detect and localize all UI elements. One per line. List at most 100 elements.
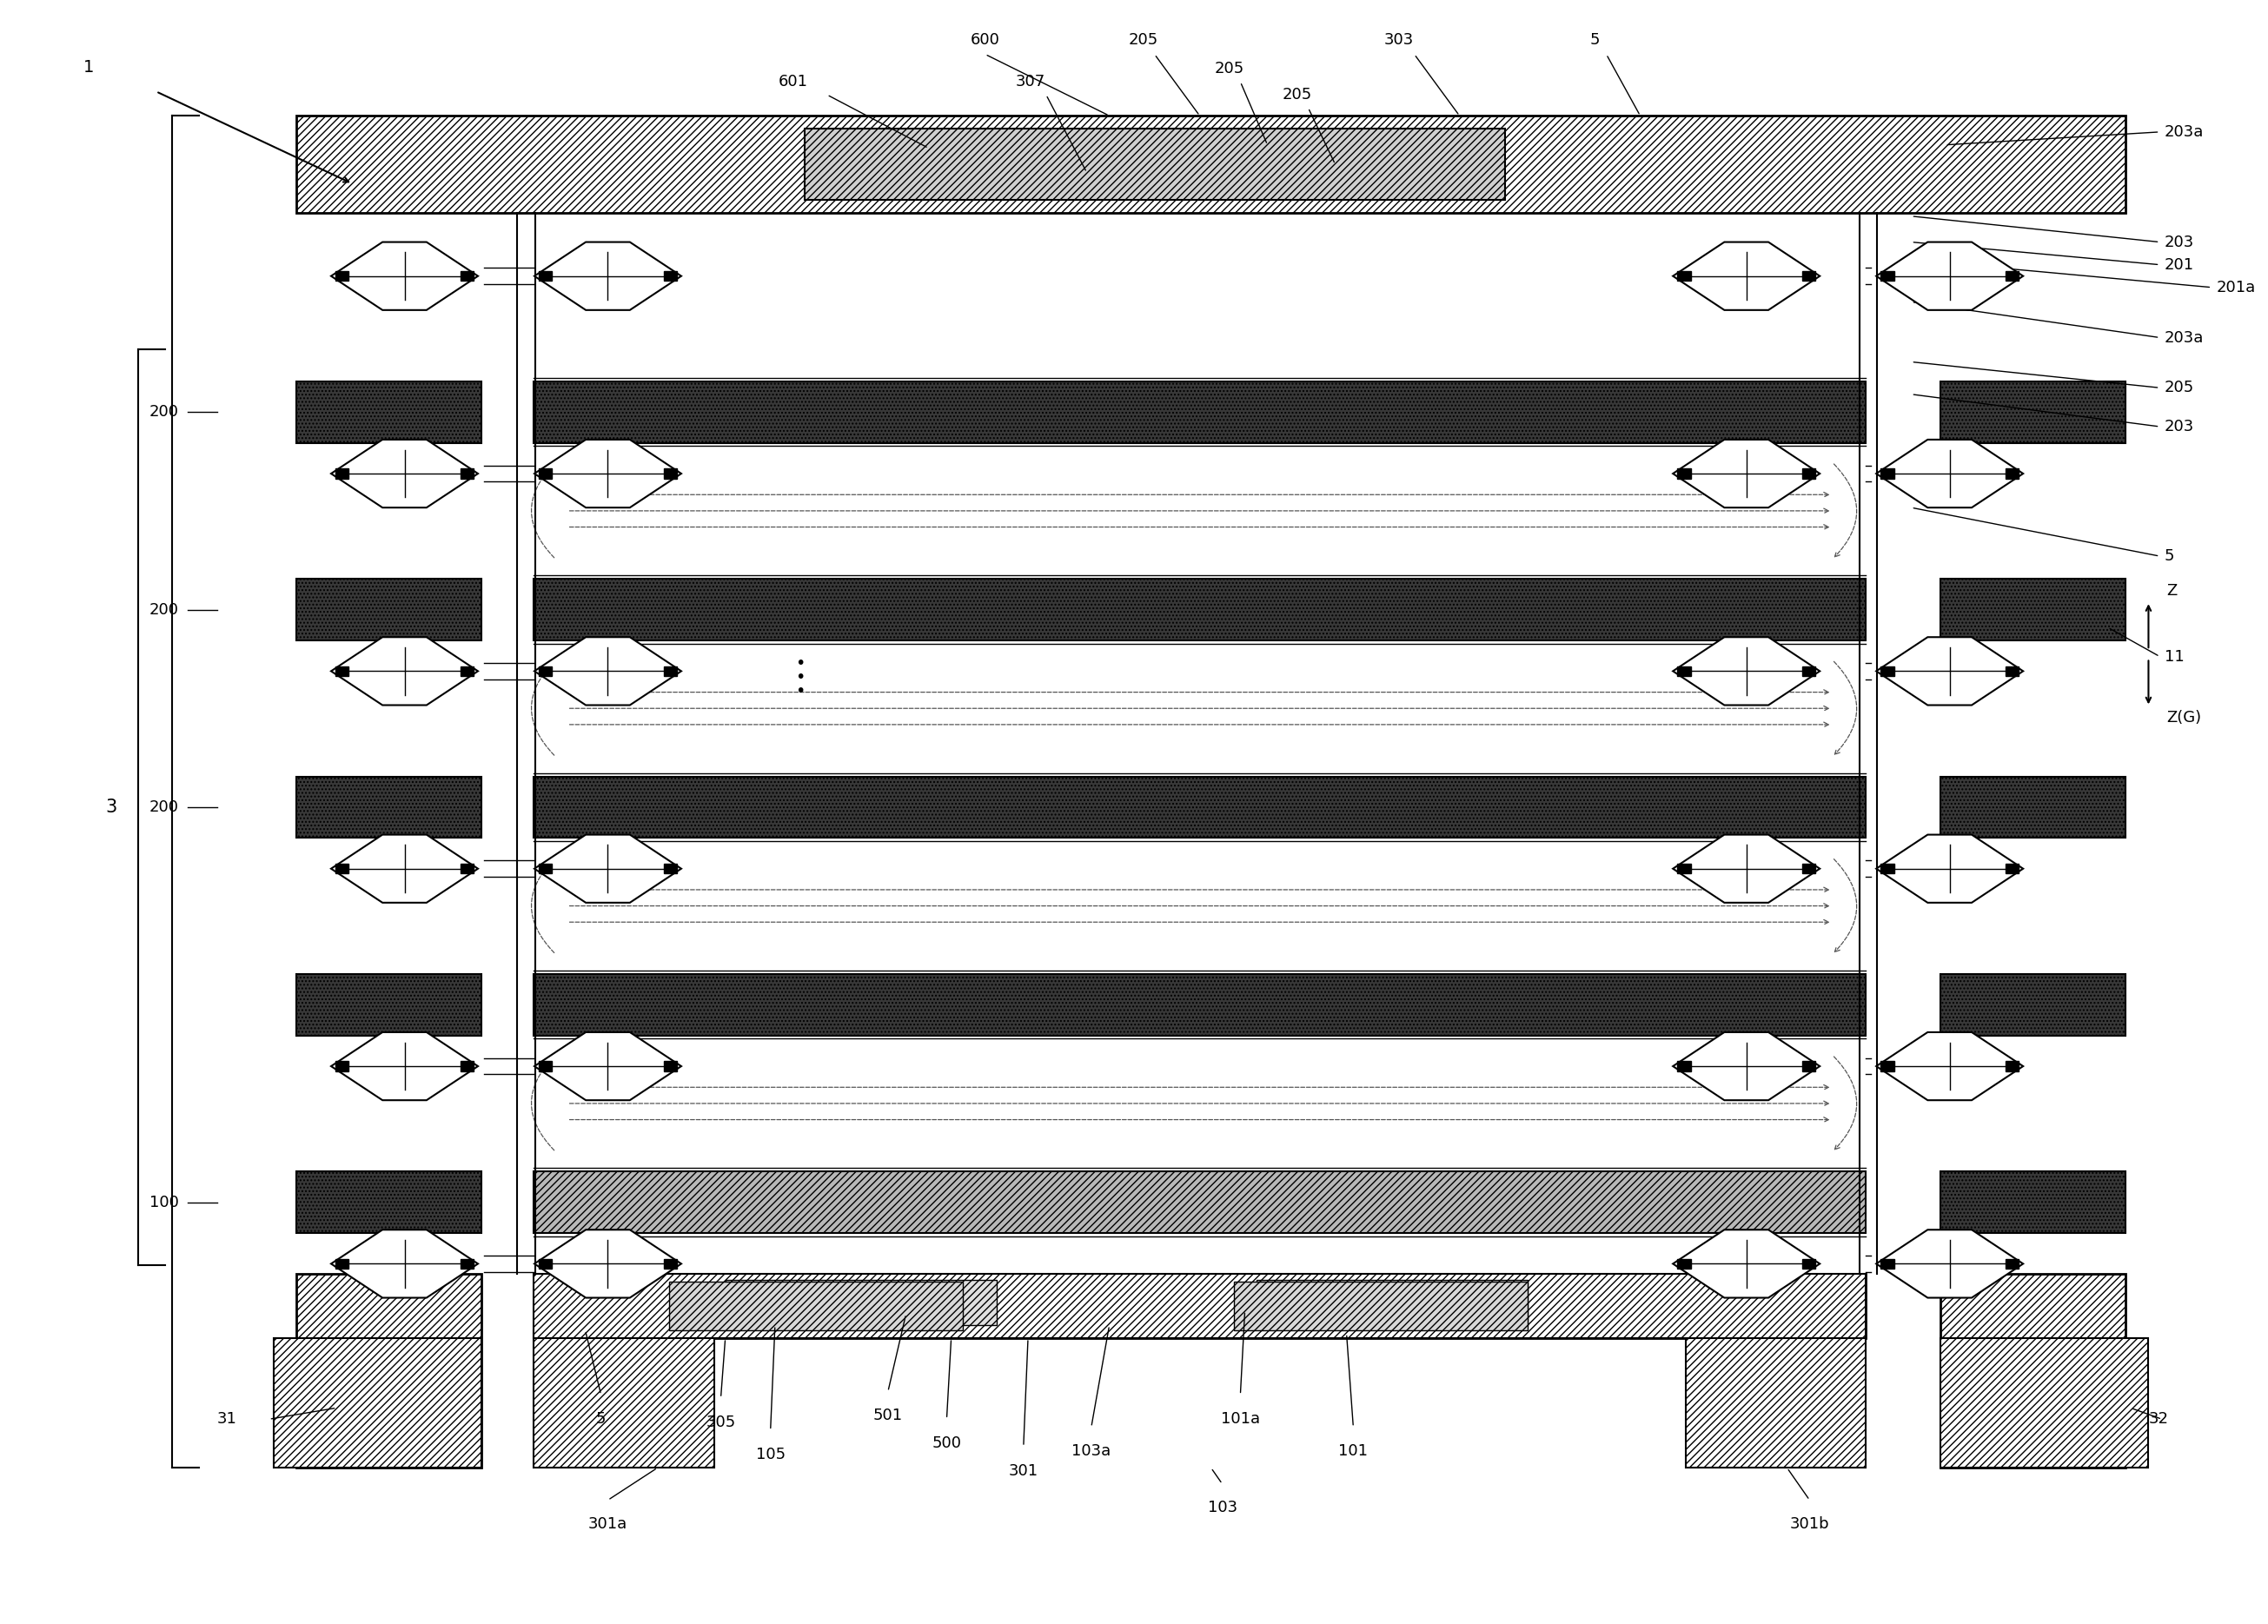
Text: 203a: 203a	[2164, 330, 2204, 346]
Bar	[665, 666, 678, 676]
Bar	[665, 864, 678, 874]
Text: •
•
•: • • •	[1944, 656, 1955, 700]
Bar	[538, 666, 551, 676]
Bar	[538, 1062, 551, 1072]
Text: 307: 307	[1016, 75, 1046, 89]
Bar	[1941, 776, 2125, 838]
Text: •
•
•: • • •	[399, 656, 411, 700]
Text: 301a: 301a	[587, 1517, 628, 1531]
Text: •
•
•: • • •	[794, 656, 805, 700]
Bar	[533, 1330, 714, 1468]
Bar	[1803, 864, 1817, 874]
Bar	[460, 864, 474, 874]
Bar	[533, 974, 1867, 1036]
Bar	[1803, 1259, 1817, 1268]
Text: 5: 5	[596, 1411, 606, 1427]
Polygon shape	[331, 440, 479, 508]
Text: 301: 301	[1009, 1463, 1039, 1478]
Bar	[1256, 1280, 1526, 1325]
Bar	[1880, 1062, 1894, 1072]
Polygon shape	[535, 637, 680, 705]
Text: 600: 600	[971, 32, 1000, 47]
Bar	[1941, 974, 2125, 1036]
Bar	[2005, 864, 2019, 874]
Polygon shape	[535, 440, 680, 508]
Text: 105: 105	[755, 1447, 785, 1462]
Bar	[2005, 271, 2019, 281]
Bar	[1880, 1259, 1894, 1268]
Bar	[533, 1273, 1867, 1338]
Polygon shape	[331, 242, 479, 310]
Bar	[1803, 666, 1817, 676]
Bar	[297, 578, 481, 640]
Bar	[297, 1171, 481, 1233]
Text: 5: 5	[2164, 549, 2175, 564]
Polygon shape	[331, 1033, 479, 1099]
Bar	[2005, 666, 2019, 676]
Text: 501: 501	[873, 1408, 903, 1424]
Bar	[533, 1273, 1867, 1338]
Bar	[297, 1273, 481, 1468]
Bar	[538, 469, 551, 479]
Polygon shape	[1876, 835, 2023, 903]
Bar	[1880, 666, 1894, 676]
Text: 201: 201	[2164, 257, 2193, 273]
Bar	[460, 469, 474, 479]
Bar	[533, 578, 1867, 640]
Bar	[1676, 1062, 1690, 1072]
Text: 11: 11	[2164, 648, 2184, 664]
Bar	[726, 1280, 996, 1325]
Bar	[336, 1062, 349, 1072]
Bar	[336, 864, 349, 874]
Text: 201a: 201a	[2216, 279, 2257, 296]
Bar	[1880, 469, 1894, 479]
Bar	[665, 469, 678, 479]
Bar	[297, 974, 481, 1036]
Text: 203: 203	[2164, 234, 2193, 250]
Text: 200: 200	[150, 799, 179, 815]
Bar	[1803, 1062, 1817, 1072]
Bar	[336, 469, 349, 479]
Text: 1: 1	[84, 58, 93, 75]
Bar	[1676, 666, 1690, 676]
Text: 203a: 203a	[2164, 123, 2204, 140]
Bar	[538, 271, 551, 281]
Bar	[2005, 1062, 2019, 1072]
Text: 103: 103	[1207, 1501, 1236, 1515]
Bar	[336, 271, 349, 281]
Polygon shape	[1876, 440, 2023, 508]
Bar	[665, 1062, 678, 1072]
Bar	[1803, 469, 1817, 479]
Polygon shape	[331, 835, 479, 903]
Polygon shape	[535, 1229, 680, 1298]
Text: 200: 200	[150, 603, 179, 617]
Text: 305: 305	[705, 1415, 735, 1431]
Bar	[274, 1338, 481, 1468]
Bar	[805, 128, 1504, 200]
Polygon shape	[1674, 1033, 1819, 1099]
Text: 3: 3	[104, 799, 116, 815]
Bar	[1941, 382, 2125, 443]
Text: 500: 500	[932, 1436, 962, 1450]
Bar	[297, 776, 481, 838]
Text: 200: 200	[150, 404, 179, 421]
Text: 205: 205	[1213, 62, 1243, 76]
Bar	[1941, 578, 2125, 640]
Bar	[1941, 1338, 2148, 1468]
Bar	[460, 271, 474, 281]
Polygon shape	[1674, 440, 1819, 508]
Text: 101a: 101a	[1220, 1411, 1261, 1427]
Bar	[538, 1259, 551, 1268]
Polygon shape	[535, 835, 680, 903]
Bar	[1676, 1259, 1690, 1268]
Bar	[665, 271, 678, 281]
Text: 32: 32	[2148, 1411, 2168, 1427]
Polygon shape	[535, 1033, 680, 1099]
Bar	[1685, 1330, 1867, 1468]
Polygon shape	[1876, 1033, 2023, 1099]
Bar	[297, 382, 481, 443]
Polygon shape	[535, 242, 680, 310]
Bar	[665, 1259, 678, 1268]
Polygon shape	[331, 1229, 479, 1298]
Polygon shape	[1674, 835, 1819, 903]
